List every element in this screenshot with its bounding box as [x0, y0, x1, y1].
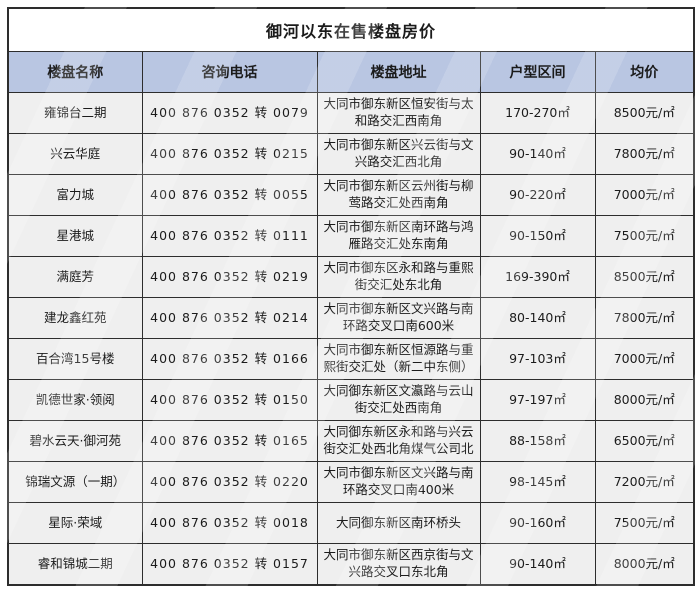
listing-phone: 400 876 0352 转 0079	[141, 92, 318, 134]
listing-phone: 400 876 0352 转 0215	[141, 133, 318, 175]
listing-address: 大同市御东新区恒源路与重熙街交汇处（新二中东侧）	[316, 338, 481, 380]
listing-address: 大同市御东新区文兴路与南环路交叉口南400米	[316, 461, 481, 503]
listing-name: 满庭芳	[7, 256, 143, 298]
table-title-row: 御河以东在售楼盘房价	[7, 7, 695, 52]
listing-area: 80-140㎡	[479, 297, 596, 339]
listing-phone: 400 876 0352 转 0157	[141, 543, 318, 586]
table-row: 凯德世家·领阅 400 876 0352 转 0150 大同御东新区文瀛路与云山…	[7, 379, 695, 421]
listing-address: 大同市御东新区云州街与柳莺路交汇处西南角	[316, 174, 481, 216]
listing-address: 大同市御东新区南环路与鸿雁路交汇处东南角	[316, 215, 481, 257]
listing-phone: 400 876 0352 转 0214	[141, 297, 318, 339]
listing-name: 雍锦台二期	[7, 92, 143, 134]
listing-price: 7500元/㎡	[594, 502, 695, 544]
listing-address: 大同市御东新区兴云街与文兴路交汇西北角	[316, 133, 481, 175]
table-row: 碧水云天·御河苑 400 876 0352 转 0165 大同御东新区永和路与兴…	[7, 420, 695, 462]
listing-address: 大同御东新区永和路与兴云街交汇处西北角煤气公司北	[316, 420, 481, 462]
listing-name: 碧水云天·御河苑	[7, 420, 143, 462]
table-row: 富力城 400 876 0352 转 0055 大同市御东新区云州街与柳莺路交汇…	[7, 174, 695, 216]
listing-area: 97-103㎡	[479, 338, 596, 380]
listing-phone: 400 876 0352 转 0165	[141, 420, 318, 462]
listing-price: 7500元/㎡	[594, 215, 695, 257]
listing-name: 富力城	[7, 174, 143, 216]
table-row: 兴云华庭 400 876 0352 转 0215 大同市御东新区兴云街与文兴路交…	[7, 133, 695, 175]
listing-price: 7000元/㎡	[594, 174, 695, 216]
listing-area: 97-197㎡	[479, 379, 596, 421]
table-row: 锦瑞文源（一期） 400 876 0352 转 0220 大同市御东新区文兴路与…	[7, 461, 695, 503]
listing-area: 90-220㎡	[479, 174, 596, 216]
listing-price: 8000元/㎡	[594, 543, 695, 586]
listing-area: 98-145㎡	[479, 461, 596, 503]
listing-price: 8500元/㎡	[594, 256, 695, 298]
listing-area: 90-160㎡	[479, 502, 596, 544]
listing-phone: 400 876 0352 转 0055	[141, 174, 318, 216]
page-title: 御河以东在售楼盘房价	[7, 7, 695, 52]
listing-price: 8500元/㎡	[594, 92, 695, 134]
column-header-address: 楼盘地址	[316, 51, 481, 93]
listing-area: 169-390㎡	[479, 256, 596, 298]
column-header-area: 户型区间	[479, 51, 596, 93]
listing-phone: 400 876 0352 转 0166	[141, 338, 318, 380]
table-row: 星港城 400 876 0352 转 0111 大同市御东新区南环路与鸿雁路交汇…	[7, 215, 695, 257]
table-row: 雍锦台二期 400 876 0352 转 0079 大同市御东新区恒安街与太和路…	[7, 92, 695, 134]
listing-name: 建龙鑫红苑	[7, 297, 143, 339]
table-row: 满庭芳 400 876 0352 转 0219 大同市御东区永和路与重熙街交汇处…	[7, 256, 695, 298]
listing-area: 90-150㎡	[479, 215, 596, 257]
listing-price-table: 御河以东在售楼盘房价 楼盘名称 咨询电话 楼盘地址 户型区间 均价 雍锦台二期 …	[7, 7, 696, 586]
listing-price: 6500元/㎡	[594, 420, 695, 462]
listing-name: 兴云华庭	[7, 133, 143, 175]
listing-area: 90-140㎡	[479, 133, 596, 175]
listing-area: 90-140㎡	[479, 543, 596, 586]
column-header-phone: 咨询电话	[141, 51, 318, 93]
listing-phone: 400 876 0352 转 0219	[141, 256, 318, 298]
listing-name: 星港城	[7, 215, 143, 257]
listing-address: 大同市御东新区文兴路与南环路交叉口南600米	[316, 297, 481, 339]
listing-name: 百合湾15号楼	[7, 338, 143, 380]
listing-area: 88-158㎡	[479, 420, 596, 462]
listing-address: 大同御东新区南环桥头	[316, 502, 481, 544]
table-row: 星际·荣域 400 876 0352 转 0018 大同御东新区南环桥头 90-…	[7, 502, 695, 544]
listing-address: 大同御东新区文瀛路与云山街交汇处西南角	[316, 379, 481, 421]
listing-area: 170-270㎡	[479, 92, 596, 134]
listing-address: 大同市御东新区西京街与文兴路交叉口东北角	[316, 543, 481, 586]
column-header-name: 楼盘名称	[7, 51, 143, 93]
listing-price: 7800元/㎡	[594, 133, 695, 175]
table-row: 建龙鑫红苑 400 876 0352 转 0214 大同市御东新区文兴路与南环路…	[7, 297, 695, 339]
listing-name: 凯德世家·领阅	[7, 379, 143, 421]
table-header-row: 楼盘名称 咨询电话 楼盘地址 户型区间 均价	[7, 51, 695, 93]
listing-price: 7000元/㎡	[594, 338, 695, 380]
listing-address: 大同市御东区永和路与重熙街交汇处东北角	[316, 256, 481, 298]
listing-price: 7800元/㎡	[594, 297, 695, 339]
listing-name: 星际·荣域	[7, 502, 143, 544]
listing-name: 睿和锦城二期	[7, 543, 143, 586]
listing-phone: 400 876 0352 转 0111	[141, 215, 318, 257]
listing-price: 8000元/㎡	[594, 379, 695, 421]
column-header-price: 均价	[594, 51, 695, 93]
table-row: 百合湾15号楼 400 876 0352 转 0166 大同市御东新区恒源路与重…	[7, 338, 695, 380]
listing-phone: 400 876 0352 转 0150	[141, 379, 318, 421]
listing-phone: 400 876 0352 转 0018	[141, 502, 318, 544]
table-row: 睿和锦城二期 400 876 0352 转 0157 大同市御东新区西京街与文兴…	[7, 543, 695, 586]
listing-phone: 400 876 0352 转 0220	[141, 461, 318, 503]
listing-name: 锦瑞文源（一期）	[7, 461, 143, 503]
listing-price: 7200元/㎡	[594, 461, 695, 503]
listing-address: 大同市御东新区恒安街与太和路交汇西南角	[316, 92, 481, 134]
